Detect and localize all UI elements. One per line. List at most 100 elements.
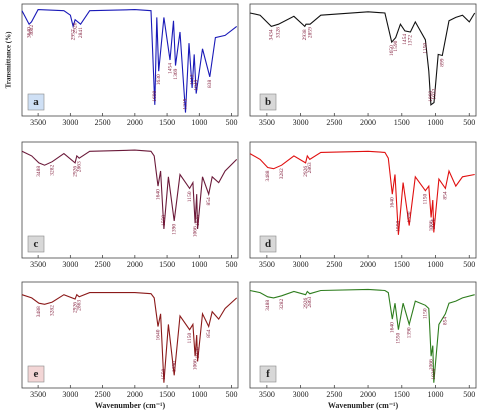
peak-label: 1150 <box>187 332 193 343</box>
x-tick-label: 3000 <box>293 390 309 399</box>
peak-label: 3640 <box>26 27 32 38</box>
peak-label: 2863 <box>307 296 313 307</box>
peak-label: 1150 <box>423 308 429 319</box>
peak-label: 1690 <box>152 91 158 102</box>
peak-label: 2926 <box>72 166 78 177</box>
x-tick-label: 2500 <box>95 118 111 127</box>
x-tick-label: 2000 <box>127 118 143 127</box>
x-tick-label: 3500 <box>259 118 275 127</box>
x-tick-label: 1500 <box>159 260 175 269</box>
plot-frame <box>21 281 239 389</box>
peak-label: 1066 <box>192 359 198 370</box>
peak-label: 1026 <box>431 368 437 379</box>
peak-label: 1640 <box>155 329 161 340</box>
x-axis-label: Wavenumber (cm⁻¹) <box>328 401 399 410</box>
peak-label: 3282 <box>49 305 55 316</box>
panel-label-box <box>27 93 45 111</box>
peak-label: 3488 <box>265 300 271 311</box>
peak-label: 1454 <box>402 34 408 45</box>
plot-frame <box>249 3 477 117</box>
peak-label: 1640 <box>155 189 161 200</box>
peak-label: 1150 <box>423 43 429 54</box>
peak-label: 1215 <box>183 98 189 109</box>
x-tick-label: 3000 <box>62 260 78 269</box>
peak-label: 838 <box>207 80 213 89</box>
x-tick-label: 2500 <box>95 260 111 269</box>
x-tick-label: 3500 <box>30 260 46 269</box>
peak-label: 1026 <box>195 347 201 358</box>
peak-label: 3488 <box>36 166 42 177</box>
x-tick-label: 2000 <box>360 390 376 399</box>
peak-label: 1066 <box>428 220 434 231</box>
peak-label: 2859 <box>307 27 313 38</box>
peak-label: 1026 <box>431 218 437 229</box>
peak-label: 3434 <box>269 29 275 40</box>
peak-label: 2926 <box>72 22 78 33</box>
peak-label: 1066 <box>428 359 434 370</box>
peak-label: 1590 <box>393 40 399 51</box>
x-tick-label: 3000 <box>293 260 309 269</box>
peak-label: 2926 <box>303 297 309 308</box>
x-tick-label: 2000 <box>127 260 143 269</box>
x-tick-label: 500 <box>463 390 475 399</box>
peak-label: 1049 <box>193 79 199 90</box>
spectrum-line <box>249 11 476 106</box>
peak-label: 1550 <box>161 215 167 226</box>
peak-label: 899 <box>440 58 446 67</box>
peak-label: 2957 <box>70 29 76 40</box>
panel-label: c <box>34 238 39 250</box>
peak-label: 1550 <box>161 368 167 379</box>
peak-label: 1640 <box>390 197 396 208</box>
peak-label: 1112 <box>189 74 195 85</box>
x-tick-label: 2000 <box>360 118 376 127</box>
x-tick-label: 3500 <box>30 390 46 399</box>
x-tick-label: 1000 <box>428 260 444 269</box>
x-tick-label: 1000 <box>428 390 444 399</box>
peak-label: 3328 <box>276 27 282 38</box>
peak-label: 2926 <box>72 302 78 313</box>
x-tick-label: 2500 <box>326 260 342 269</box>
panel-label: d <box>265 238 271 250</box>
peak-label: 1454 <box>167 63 173 74</box>
peak-label: 1390 <box>171 361 177 372</box>
plot-frame <box>249 141 477 259</box>
y-axis-label: Transmittance (%) <box>5 31 13 88</box>
x-tick-label: 1500 <box>394 118 410 127</box>
peak-label: 1550 <box>396 221 402 232</box>
x-tick-label: 1500 <box>159 390 175 399</box>
x-tick-label: 1000 <box>191 260 207 269</box>
x-tick-label: 2500 <box>326 118 342 127</box>
panel-label: e <box>34 368 39 380</box>
plot-frame <box>249 281 477 389</box>
peak-label: 854 <box>443 191 449 200</box>
peak-label: 1150 <box>187 191 193 202</box>
x-tick-label: 2000 <box>360 260 376 269</box>
spectrum-line <box>249 150 475 235</box>
x-tick-label: 1000 <box>191 118 207 127</box>
peak-label: 854 <box>206 197 212 206</box>
x-tick-label: 3000 <box>62 390 78 399</box>
x-tick-label: 3500 <box>259 390 275 399</box>
spectrum-line <box>21 9 238 113</box>
peak-label: 3488 <box>36 306 42 317</box>
x-tick-label: 3500 <box>30 118 46 127</box>
peak-label: 2863 <box>76 300 82 311</box>
panel-label-box <box>27 365 45 383</box>
x-tick-label: 1000 <box>428 118 444 127</box>
peak-label: 2938 <box>302 29 308 40</box>
plot-frame <box>21 141 239 259</box>
x-tick-label: 2500 <box>326 390 342 399</box>
peak-label: 1650 <box>389 45 395 56</box>
peak-label: 3282 <box>279 168 285 179</box>
peak-label: 1068 <box>428 91 434 102</box>
peak-label: 854 <box>206 329 212 338</box>
peak-label: 1390 <box>406 211 412 222</box>
peak-label: 3602 <box>29 25 35 36</box>
spectrum-line <box>21 149 238 230</box>
peak-label: 1630 <box>156 74 162 85</box>
x-tick-label: 500 <box>463 118 475 127</box>
x-tick-label: 2000 <box>127 390 143 399</box>
panel-label-box <box>259 365 277 383</box>
spectrum-line <box>21 292 238 383</box>
